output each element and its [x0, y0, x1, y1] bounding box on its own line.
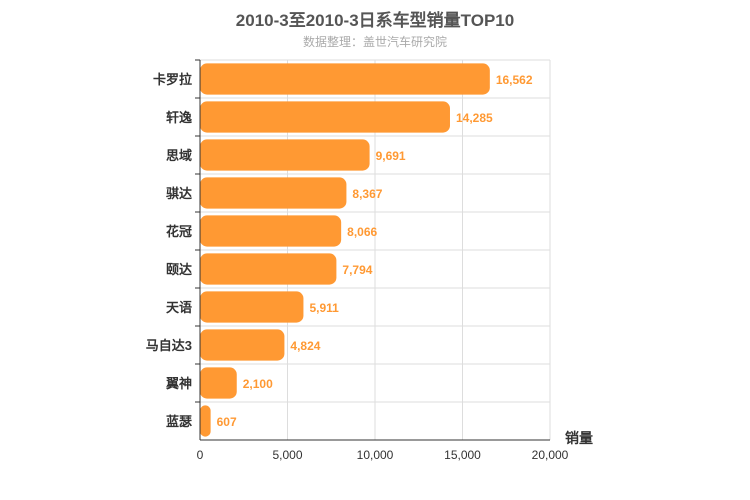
bar: [200, 253, 337, 285]
x-tick-label: 10,000: [357, 448, 394, 462]
data-label: 8,367: [352, 187, 382, 201]
x-tick-label: 20,000: [532, 448, 569, 462]
bar: [200, 101, 450, 133]
bar: [200, 177, 347, 209]
category-label: 骐达: [166, 186, 192, 201]
data-label: 607: [217, 415, 237, 429]
data-label: 4,824: [290, 339, 320, 353]
x-tick-label: 15,000: [444, 448, 481, 462]
x-tick-label: 5,000: [272, 448, 302, 462]
category-label: 天语: [166, 300, 192, 315]
data-label: 2,100: [243, 377, 273, 391]
chart-title: 2010-3至2010-3日系车型销量TOP10: [235, 11, 515, 30]
data-label: 7,794: [342, 263, 372, 277]
axes: 0 5,000 10,000 15,000 20,000 卡罗拉轩逸思域骐达花冠颐达天语马…: [146, 59, 569, 462]
bar: [200, 291, 304, 323]
chart-subtitle: 数据整理：盖世汽车研究院: [302, 35, 447, 49]
bars: 16,562 14,285 9,691 8,367 8,066 7,794 5,911 4,8…: [200, 63, 533, 437]
x-axis-title: 销量: [565, 430, 593, 446]
bar: [200, 63, 490, 95]
bar: [200, 367, 237, 399]
category-label: 颐达: [166, 262, 192, 277]
category-label: 蓝瑟: [166, 414, 192, 429]
x-tick-label: 0: [197, 448, 204, 462]
category-label: 思域: [166, 148, 192, 163]
data-label: 9,691: [376, 149, 406, 163]
category-label: 翼神: [165, 376, 192, 391]
category-label: 轩逸: [166, 110, 192, 125]
data-label: 14,285: [456, 111, 493, 125]
data-label: 5,911: [309, 301, 339, 315]
category-label: 花冠: [166, 224, 192, 239]
category-label: 马自达3: [146, 338, 192, 353]
bar: [200, 139, 370, 171]
data-label: 16,562: [496, 73, 533, 87]
category-label: 卡罗拉: [153, 72, 192, 87]
bar: [200, 215, 342, 247]
data-label: 8,066: [347, 225, 377, 239]
bar: [200, 329, 285, 361]
bar: [200, 405, 211, 437]
